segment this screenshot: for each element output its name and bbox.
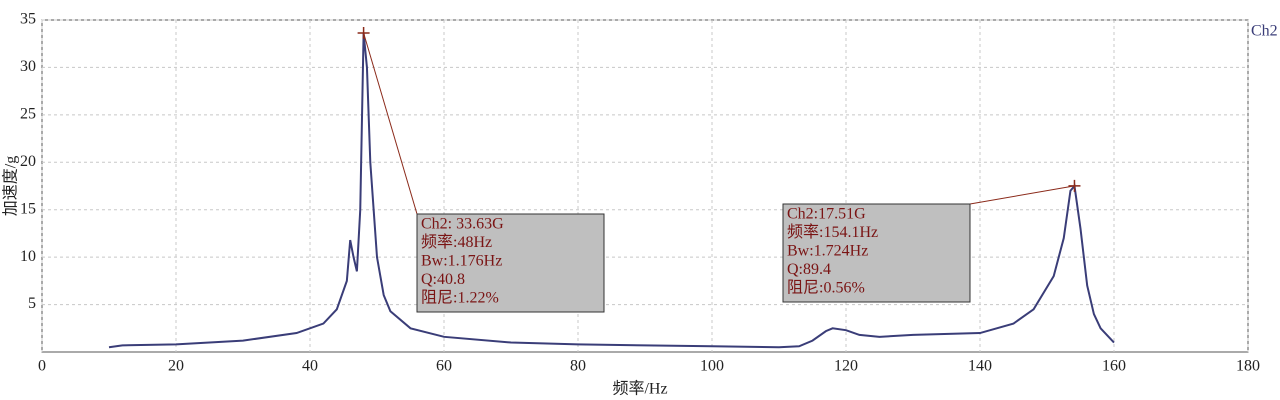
y-tick-label: 15 [20, 200, 36, 217]
annotation-text: 频率:154.1Hz [787, 223, 878, 241]
x-tick-label: 100 [700, 358, 724, 375]
y-tick-label: 30 [20, 58, 36, 75]
x-tick-label: 0 [38, 358, 46, 375]
y-tick-label: 5 [28, 295, 36, 312]
annotation-text: Ch2: 33.63G [421, 216, 504, 233]
y-axis-label: 加速度/g [2, 156, 20, 216]
plot-frame [41, 19, 1249, 353]
annotation-box [782, 203, 971, 303]
annotation-text: Bw:1.176Hz [421, 253, 502, 270]
annotation-text: Q:40.8 [421, 271, 465, 288]
y-tick-label: 25 [20, 106, 36, 123]
x-tick-label: 40 [302, 358, 318, 375]
annotation-box [416, 213, 605, 313]
leader-line [969, 185, 1075, 205]
peak-marker [357, 26, 370, 39]
annotation-text: Q:89.4 [787, 261, 831, 278]
x-tick-label: 140 [968, 358, 992, 375]
x-tick-label: 160 [1102, 358, 1126, 375]
annotation-text: 阻尼:1.22% [421, 289, 499, 307]
y-tick-label: 35 [20, 11, 36, 28]
y-tick-label: 10 [20, 248, 36, 265]
x-tick-label: 60 [436, 358, 452, 375]
y-tick-label: 20 [20, 153, 36, 170]
annotation-text: Bw:1.724Hz [787, 243, 868, 260]
x-tick-label: 20 [168, 358, 184, 375]
annotation-text: Ch2:17.51G [787, 206, 866, 223]
data-line [108, 32, 1115, 349]
x-tick-label: 180 [1236, 358, 1260, 375]
annotation-text: 阻尼:0.56% [787, 279, 865, 297]
x-tick-label: 80 [570, 358, 586, 375]
x-tick-label: 120 [834, 358, 858, 375]
leader-line [363, 32, 418, 215]
peak-marker [1068, 179, 1081, 192]
annotation-text: 频率:48Hz [421, 233, 492, 251]
legend-entry: Ch2 [1251, 23, 1278, 40]
x-axis-label: 频率/Hz [612, 380, 667, 398]
